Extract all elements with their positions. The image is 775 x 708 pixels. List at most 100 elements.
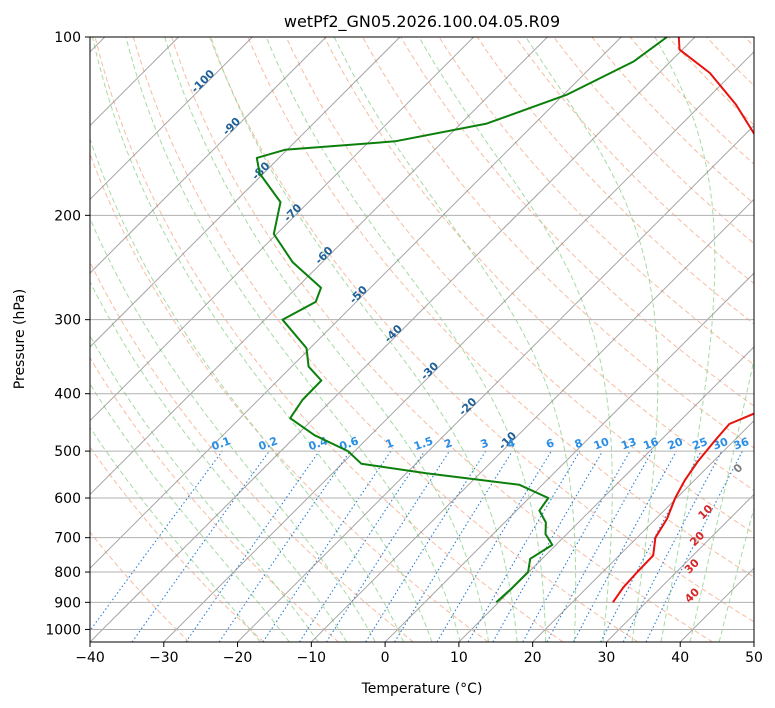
dry-adiabat (400, 37, 754, 407)
dewpoint-profile (255, 37, 668, 604)
x-tick-label: 40 (671, 650, 689, 666)
isotherm-label: -30 (418, 359, 441, 382)
dry-adiabat (629, 37, 754, 165)
x-axis-label: Temperature (°C) (361, 681, 483, 697)
x-tick-label: −40 (75, 650, 105, 666)
moist-adiabat (689, 357, 754, 642)
isotherm-line (163, 51, 754, 642)
y-tick-label: 500 (54, 444, 81, 460)
mixing-ratio-line (262, 450, 392, 642)
mixing-ratio-line (622, 450, 723, 642)
y-axis-label: Pressure (hPa) (12, 289, 28, 389)
dry-adiabat (770, 24, 775, 642)
wetbulb-label: 30 (682, 556, 702, 576)
chart-title: wetPf2_GN05.2026.100.04.05.R09 (284, 12, 560, 32)
dry-adiabat (94, 37, 564, 642)
mixing-ratio-label: 6 (544, 436, 556, 451)
mixing-ratio-label: 8 (573, 436, 585, 451)
isotherm-line (90, 37, 548, 496)
mixing-ratio-line (218, 450, 351, 642)
moist-adiabat (90, 137, 405, 642)
moist-adiabat (418, 37, 613, 642)
mixing-ratio-line (131, 450, 270, 642)
temperature-profile (612, 37, 754, 603)
mixing-ratio-line (645, 450, 743, 642)
mixing-ratio-line (546, 450, 653, 642)
x-tick-label: −30 (149, 650, 179, 666)
dry-adiabat (209, 37, 754, 623)
mixing-ratio-label: 30 (711, 435, 730, 453)
dry-adiabat (171, 37, 713, 642)
mixing-ratio-label: 3 (479, 436, 491, 451)
dry-adiabat (90, 531, 190, 642)
mixing-ratio-line (436, 450, 552, 642)
y-axis: 100 200 300 400 500 600 700 800 900 1000 (45, 30, 90, 638)
isotherm-line (310, 198, 754, 642)
moist-adiabat (525, 37, 659, 642)
moist-adiabat (125, 37, 461, 642)
mixing-ratio-label: 13 (619, 435, 638, 452)
y-tick-label: 800 (54, 565, 81, 581)
isotherm-line (753, 641, 754, 642)
mixing-ratio-label: 25 (691, 435, 710, 452)
isotherm-label: -50 (347, 283, 370, 306)
wetbulb-label: 0 (731, 461, 746, 476)
wetbulb-label: 20 (687, 529, 707, 549)
x-tick-label: 30 (598, 650, 616, 666)
dry-adiabat (591, 37, 754, 205)
y-tick-label: 900 (54, 595, 81, 611)
x-tick-label: −10 (297, 650, 327, 666)
y-tick-label: 100 (54, 30, 81, 46)
isotherm-line (90, 37, 327, 274)
profiles (255, 37, 754, 604)
mixing-ratio-line (299, 450, 426, 642)
isotherm-line (90, 37, 622, 569)
moist-adiabat (654, 37, 716, 642)
plot-frame (89, 36, 755, 643)
wetbulb-label: 10 (696, 502, 716, 522)
moist-adiabat (92, 37, 433, 642)
dry-adiabat (514, 37, 754, 285)
x-tick-label: 0 (381, 650, 390, 666)
mixing-ratio-label: 1 (384, 436, 396, 451)
mixing-ratio-line (90, 450, 223, 632)
dry-adiabat (476, 37, 754, 325)
dry-adiabat (132, 37, 639, 642)
x-tick-label: 20 (524, 650, 542, 666)
mixing-ratio-line (325, 450, 450, 642)
isotherm-label: -40 (382, 322, 405, 345)
dry-adiabat (90, 260, 414, 642)
y-tick-label: 600 (54, 491, 81, 507)
mixing-ratio-label: 4 (505, 436, 517, 451)
isotherm-line (90, 37, 253, 201)
x-tick-label: 10 (450, 650, 468, 666)
dry-adiabat (438, 37, 754, 366)
moist-adiabat (90, 426, 261, 642)
dry-adiabat (285, 37, 754, 534)
mixing-ratio-label: 20 (666, 435, 685, 453)
isotherm-line (458, 346, 754, 642)
moist-adiabat (333, 37, 577, 642)
isotherm-line (90, 37, 475, 422)
moist-adiabat (90, 217, 376, 642)
moist-adiabat (90, 382, 290, 642)
isotherm-label: -100 (189, 67, 218, 96)
y-tick-label: 300 (54, 313, 81, 329)
dry-adiabat (247, 37, 754, 578)
isotherm-label: -60 (312, 244, 335, 267)
moist-adiabat (90, 280, 348, 642)
x-axis: −40 −30 −20 −10 0 10 20 30 40 50 (75, 642, 763, 666)
isotherm-label: -70 (281, 201, 304, 224)
x-tick-label: −20 (223, 650, 253, 666)
isotherm-line (606, 493, 754, 642)
mixing-ratio-line (522, 450, 631, 642)
dry-adiabat (705, 37, 754, 87)
moist-adiabat (718, 506, 754, 642)
isotherm-line (90, 37, 401, 348)
isotherm-line (532, 419, 754, 642)
isotherm-label: -90 (220, 115, 243, 138)
mixing-ratio-line (185, 450, 320, 642)
dry-adiabat (323, 37, 754, 491)
mixing-ratio-label: 1.5 (412, 434, 435, 453)
mixing-ratio-label: 16 (642, 435, 661, 453)
